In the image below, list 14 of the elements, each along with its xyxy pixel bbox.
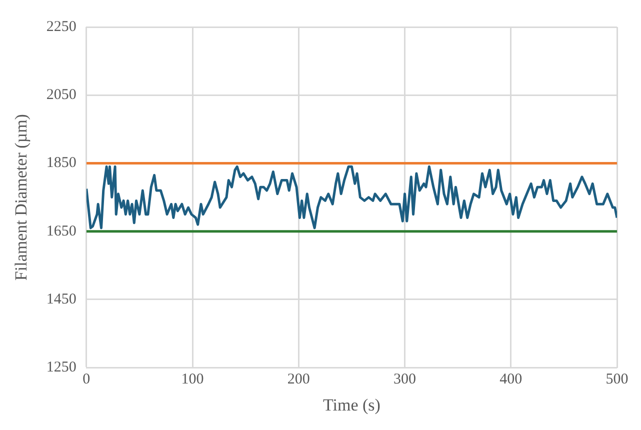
- y-axis-title: Filament Diameter (µm): [12, 114, 31, 281]
- y-tick-label: 2050: [46, 87, 76, 104]
- x-tick-label: 200: [287, 372, 310, 388]
- x-tick-label: 300: [394, 372, 416, 388]
- x-tick-label: 500: [606, 372, 628, 388]
- x-axis-title: Time (s): [322, 395, 380, 414]
- x-tick-label: 0: [82, 372, 90, 388]
- y-tick-label: 1850: [46, 155, 76, 172]
- y-tick-label: 1250: [46, 360, 76, 376]
- x-tick-label: 100: [181, 372, 204, 388]
- y-tick-label: 1450: [46, 291, 76, 308]
- y-tick-label: 1650: [46, 223, 76, 240]
- y-tick-label: 2250: [46, 18, 76, 35]
- x-tick-label: 400: [500, 372, 522, 388]
